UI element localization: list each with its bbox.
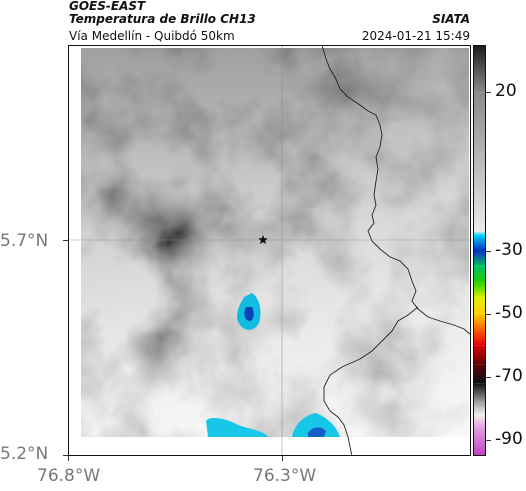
colorbar-band bbox=[473, 282, 486, 298]
region-subtitle: Vía Medellín - Quibdó 50km bbox=[69, 29, 235, 43]
cold-cloud-cell bbox=[237, 293, 261, 330]
colorbar-band bbox=[473, 345, 486, 365]
colorbar-band bbox=[473, 297, 486, 314]
department-border bbox=[323, 306, 419, 456]
colorbar-tick-label: -30 bbox=[495, 240, 523, 260]
colorbar-band bbox=[473, 427, 486, 456]
cold-cloud-cell bbox=[206, 413, 340, 437]
colorbar-tick-label: -50 bbox=[495, 303, 523, 323]
colorbar-tick-label: -90 bbox=[495, 429, 523, 449]
organization-label: SIATA bbox=[432, 12, 470, 26]
satellite-title: GOES-EAST bbox=[69, 0, 146, 13]
colorbar-band bbox=[473, 329, 486, 346]
map-frame bbox=[68, 45, 471, 456]
colorbar bbox=[473, 45, 486, 456]
colorbar-band bbox=[473, 402, 486, 415]
star-marker[interactable] bbox=[258, 235, 268, 244]
longitude-label: 76.3°W bbox=[253, 466, 317, 486]
colorbar-band bbox=[473, 234, 486, 251]
colorbar-band bbox=[473, 45, 486, 93]
timestamp-label: 2024-01-21 15:49 bbox=[361, 29, 470, 43]
colorbar-tick bbox=[486, 251, 491, 252]
longitude-label: 76.8°W bbox=[37, 466, 101, 486]
colorbar-band bbox=[473, 383, 486, 403]
colorbar-tick bbox=[486, 314, 491, 315]
colorbar-band bbox=[473, 414, 486, 428]
colorbar-band bbox=[473, 92, 486, 232]
colorbar-band bbox=[473, 266, 486, 283]
department-border bbox=[321, 45, 471, 336]
brightness-temperature-map[interactable] bbox=[68, 45, 471, 456]
satellite-imagery bbox=[81, 48, 469, 437]
latitude-label: 5.7°N bbox=[0, 231, 49, 251]
colorbar-band bbox=[473, 364, 486, 384]
product-title: Temperatura de Brillo CH13 bbox=[69, 12, 256, 26]
colorbar-band bbox=[473, 250, 486, 267]
colorbar-tick bbox=[486, 440, 491, 441]
colorbar-tick bbox=[486, 92, 491, 93]
colorbar-band bbox=[473, 231, 486, 235]
colorbar-band bbox=[473, 313, 486, 330]
colorbar-tick-label: 20 bbox=[495, 81, 517, 101]
colorbar-tick bbox=[486, 377, 491, 378]
latitude-label: 5.2°N bbox=[0, 444, 49, 464]
colorbar-tick-label: -70 bbox=[495, 366, 523, 386]
